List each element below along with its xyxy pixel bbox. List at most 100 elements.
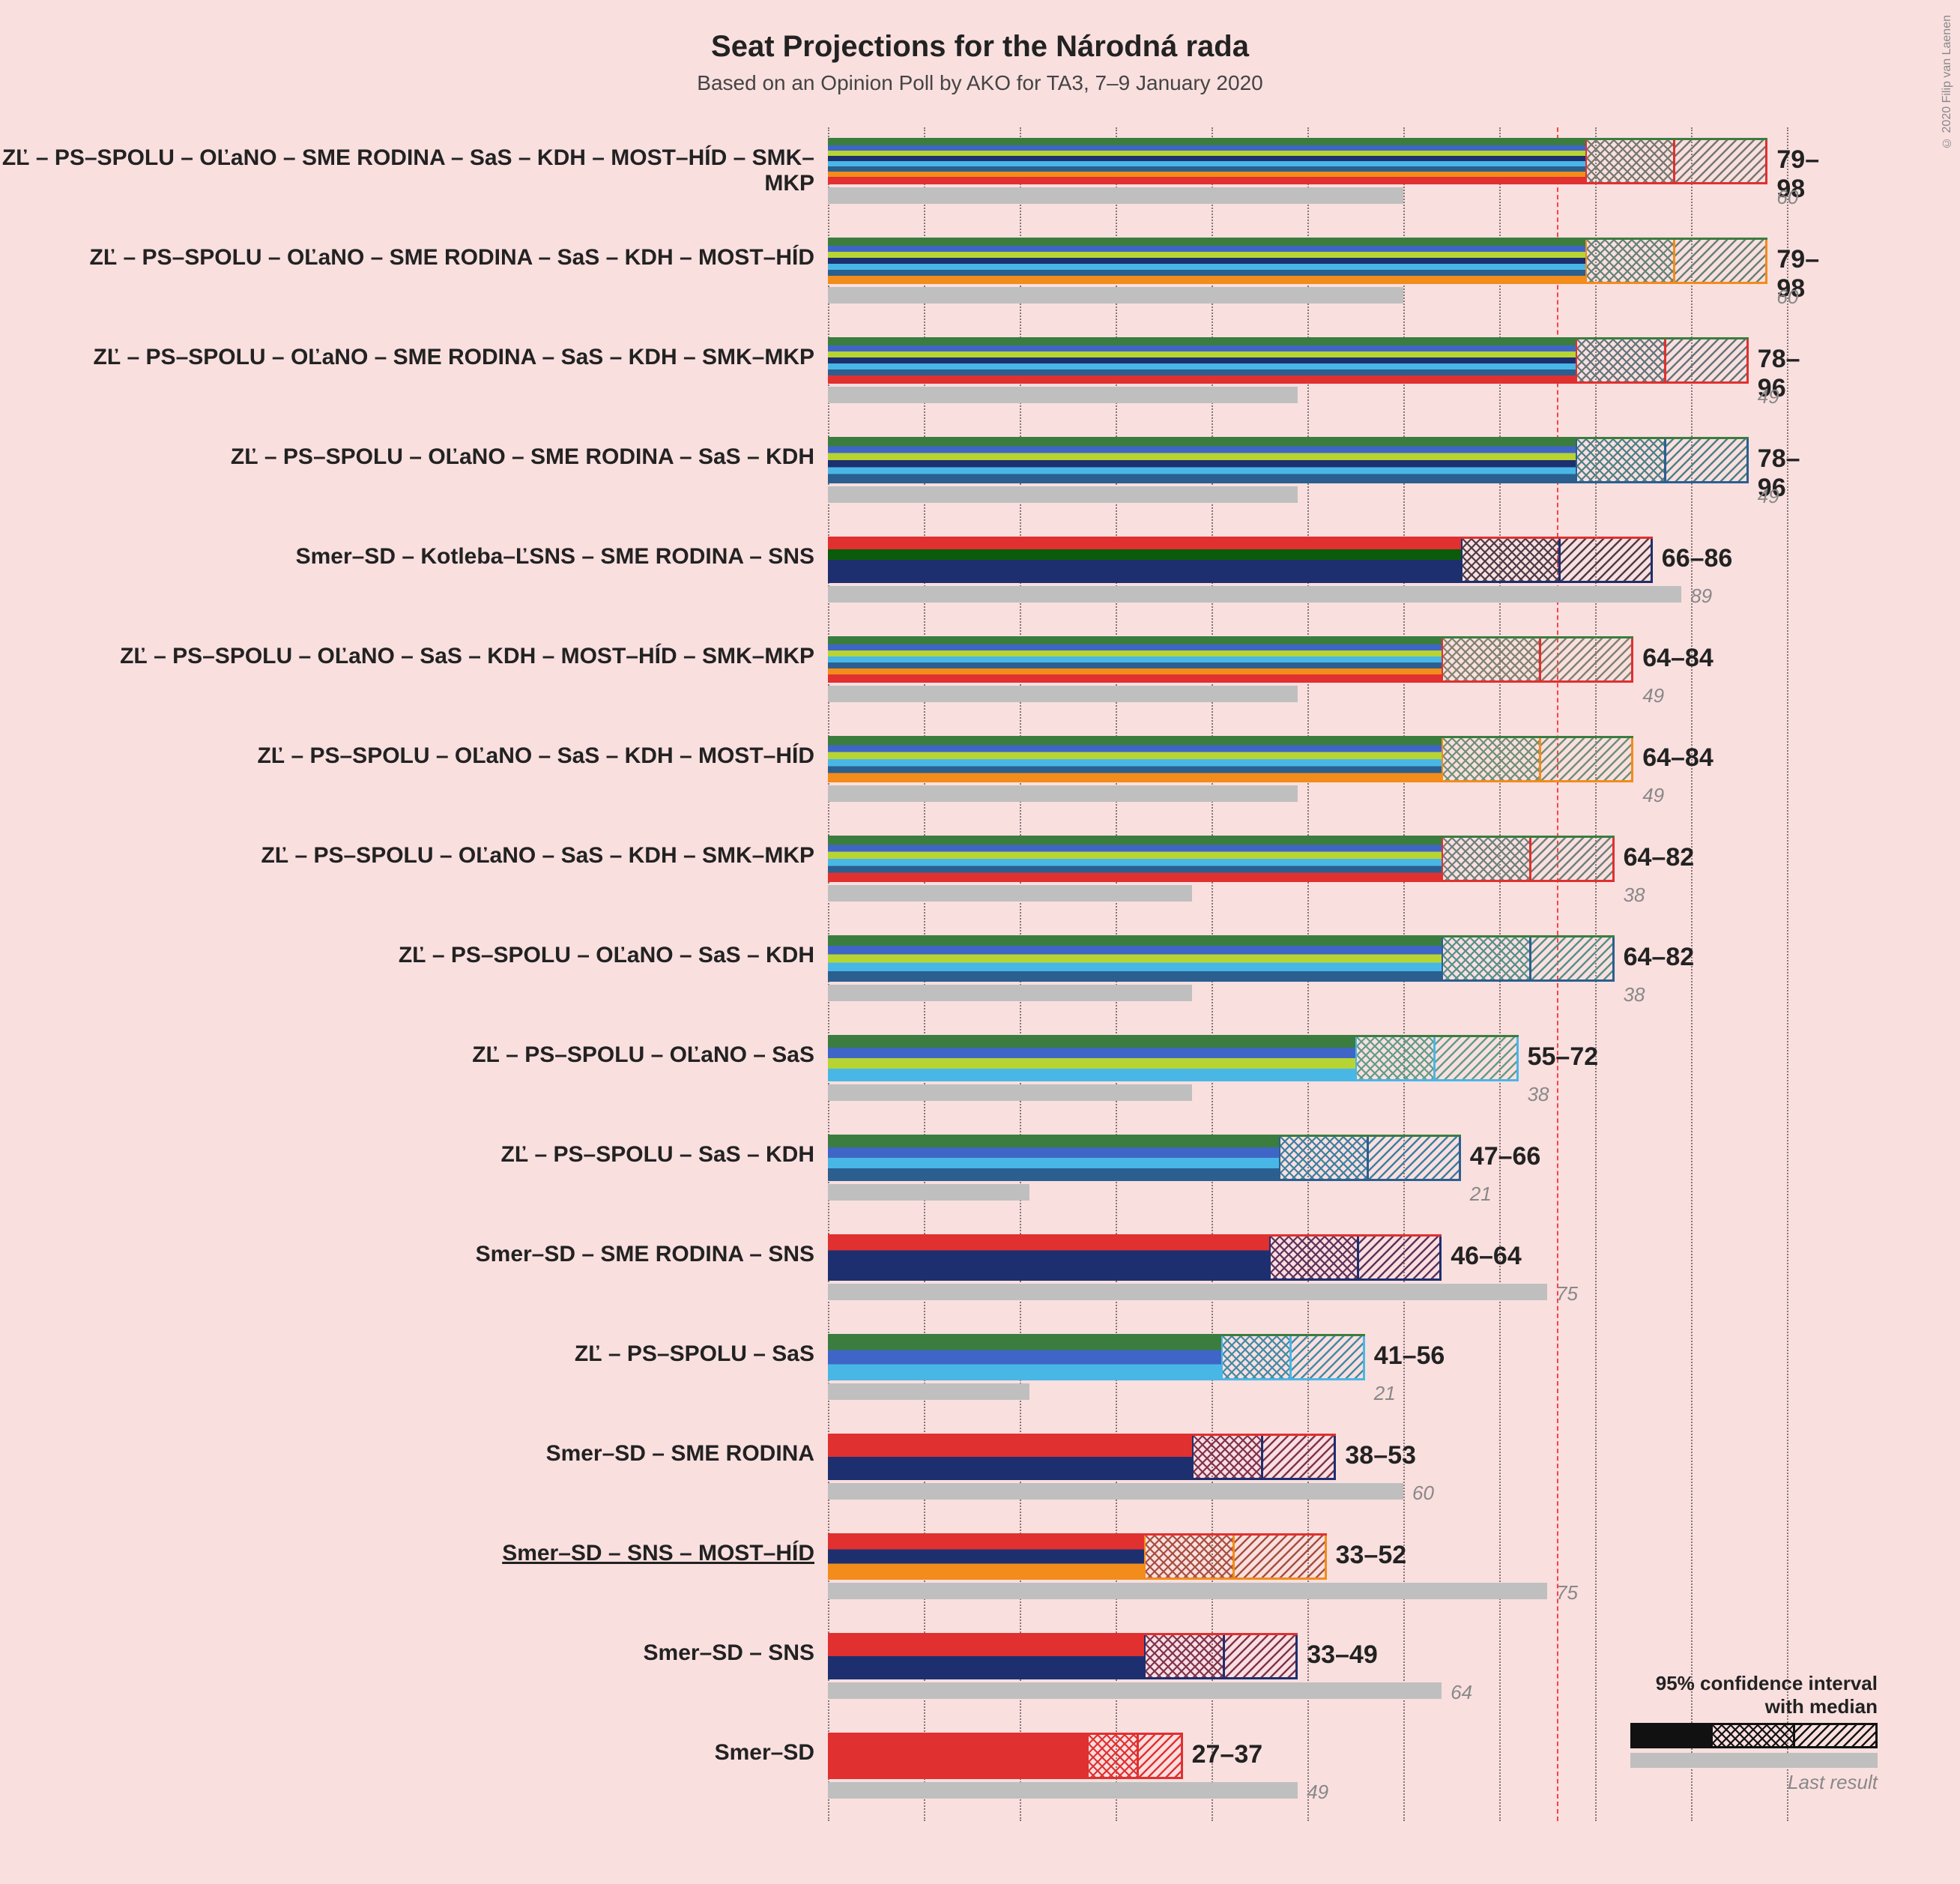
- ci-upper-hatch: [1433, 1037, 1516, 1079]
- ci-lower-hatch: [1443, 738, 1539, 780]
- confidence-interval: [1442, 638, 1633, 680]
- range-label: 27–37: [1192, 1740, 1263, 1769]
- coalition-label: ZĽ – PS–SPOLU – SaS: [0, 1341, 814, 1367]
- range-label: 47–66: [1470, 1142, 1541, 1171]
- ci-upper-hatch: [1289, 1336, 1362, 1378]
- ci-lower-hatch: [1357, 1037, 1433, 1079]
- coalition-label: ZĽ – PS–SPOLU – OĽaNO – SME RODINA – SaS…: [0, 345, 814, 370]
- coalition-label: ZĽ – PS–SPOLU – OĽaNO – SaS: [0, 1042, 814, 1068]
- coalition-label: ZĽ – PS–SPOLU – OĽaNO – SaS – KDH: [0, 943, 814, 968]
- last-result-bar: [828, 1383, 1029, 1400]
- ci-lower-hatch: [1577, 439, 1663, 481]
- ci-lower-hatch: [1587, 140, 1673, 182]
- last-result-bar: [828, 1682, 1442, 1699]
- projection-bar: [828, 836, 1615, 882]
- legend-last-text: Last result: [1623, 1771, 1878, 1794]
- projection-bar: [828, 1234, 1442, 1281]
- last-result-label: 75: [1556, 1581, 1578, 1604]
- coalition-label: Smer–SD: [0, 1740, 814, 1766]
- ci-upper-hatch: [1137, 1735, 1181, 1777]
- projection-bar: [828, 736, 1633, 782]
- ci-lower-hatch: [1089, 1735, 1137, 1777]
- legend: 95% confidence interval with median Last…: [1623, 1672, 1878, 1794]
- coalition-label: Smer–SD – SNS – MOST–HÍD: [0, 1541, 814, 1566]
- last-result-label: 49: [1758, 485, 1779, 508]
- confidence-interval: [1269, 1237, 1442, 1278]
- ci-lower-hatch: [1146, 1635, 1222, 1677]
- last-result-label: 60: [1776, 286, 1798, 309]
- last-result-label: 60: [1412, 1482, 1434, 1505]
- ci-upper-hatch: [1673, 140, 1765, 182]
- range-label: 33–52: [1336, 1541, 1407, 1570]
- last-result-bar: [828, 1782, 1298, 1799]
- coalition-label: Smer–SD – SME RODINA – SNS: [0, 1242, 814, 1267]
- last-result-bar: [828, 586, 1681, 603]
- last-result-bar: [828, 387, 1298, 403]
- confidence-interval: [1192, 1436, 1336, 1478]
- last-result-bar: [828, 885, 1192, 902]
- confidence-interval: [1442, 938, 1614, 979]
- chart-subtitle: Based on an Opinion Poll by AKO for TA3,…: [0, 71, 1960, 95]
- range-label: 46–64: [1451, 1242, 1522, 1271]
- range-label: 38–53: [1345, 1441, 1416, 1470]
- median-tick: [1539, 638, 1541, 680]
- ci-upper-hatch: [1558, 539, 1651, 581]
- ci-lower-hatch: [1463, 539, 1558, 581]
- range-label: 33–49: [1307, 1640, 1378, 1670]
- confidence-interval: [1087, 1735, 1183, 1777]
- coalition-label: ZĽ – PS–SPOLU – OĽaNO – SME RODINA – SaS…: [0, 145, 814, 196]
- projection-bar: [828, 238, 1767, 284]
- median-tick: [1664, 339, 1666, 381]
- ci-upper-hatch: [1673, 240, 1765, 282]
- projection-bar: [828, 1434, 1336, 1480]
- last-result-label: 21: [1470, 1183, 1492, 1206]
- last-result-label: 60: [1776, 186, 1798, 209]
- last-result-bar: [828, 785, 1298, 802]
- confidence-interval: [1442, 838, 1614, 880]
- confidence-interval: [1576, 439, 1748, 481]
- projection-bar: [828, 1334, 1365, 1380]
- ci-upper-hatch: [1232, 1536, 1325, 1577]
- last-result-bar: [828, 985, 1192, 1001]
- ci-upper-hatch: [1664, 439, 1746, 481]
- median-tick: [1673, 140, 1675, 182]
- median-tick: [1357, 1237, 1359, 1278]
- range-label: 64–84: [1642, 644, 1714, 673]
- range-label: 55–72: [1528, 1042, 1599, 1072]
- median-tick: [1137, 1735, 1139, 1777]
- confidence-interval: [1221, 1336, 1365, 1378]
- projection-bar: [828, 1533, 1327, 1580]
- confidence-interval: [1585, 140, 1767, 182]
- ci-lower-hatch: [1223, 1336, 1290, 1378]
- ci-upper-hatch: [1539, 638, 1631, 680]
- median-tick: [1539, 738, 1541, 780]
- last-result-label: 75: [1556, 1282, 1578, 1305]
- confidence-interval: [1442, 738, 1633, 780]
- median-tick: [1673, 240, 1675, 282]
- last-result-label: 49: [1642, 784, 1664, 807]
- plot-area: ZĽ – PS–SPOLU – OĽaNO – SME RODINA – SaS…: [828, 127, 1787, 1821]
- projection-bar: [828, 636, 1633, 683]
- legend-bar: [1630, 1723, 1878, 1748]
- ci-upper-hatch: [1357, 1237, 1439, 1278]
- last-result-label: 64: [1451, 1681, 1472, 1704]
- coalition-label: ZĽ – PS–SPOLU – OĽaNO – SME RODINA – SaS…: [0, 444, 814, 470]
- last-result-bar: [828, 1184, 1029, 1201]
- coalition-label: ZĽ – PS–SPOLU – SaS – KDH: [0, 1142, 814, 1168]
- projection-bar: [828, 935, 1615, 982]
- last-result-label: 21: [1374, 1382, 1396, 1405]
- median-tick: [1289, 1336, 1292, 1378]
- ci-upper-hatch: [1367, 1137, 1459, 1179]
- projection-bar: [828, 138, 1767, 184]
- last-result-label: 38: [1624, 884, 1645, 907]
- coalition-label: ZĽ – PS–SPOLU – OĽaNO – SaS – KDH – SMK–…: [0, 843, 814, 869]
- ci-lower-hatch: [1280, 1137, 1367, 1179]
- coalition-label: Smer–SD – SME RODINA: [0, 1441, 814, 1467]
- coalition-label: ZĽ – PS–SPOLU – OĽaNO – SaS – KDH – MOST…: [0, 644, 814, 669]
- projection-bar: [828, 1633, 1298, 1679]
- projection-bar: [828, 437, 1749, 483]
- median-tick: [1232, 1536, 1235, 1577]
- median-tick: [1367, 1137, 1369, 1179]
- confidence-interval: [1144, 1536, 1326, 1577]
- median-tick: [1261, 1436, 1263, 1478]
